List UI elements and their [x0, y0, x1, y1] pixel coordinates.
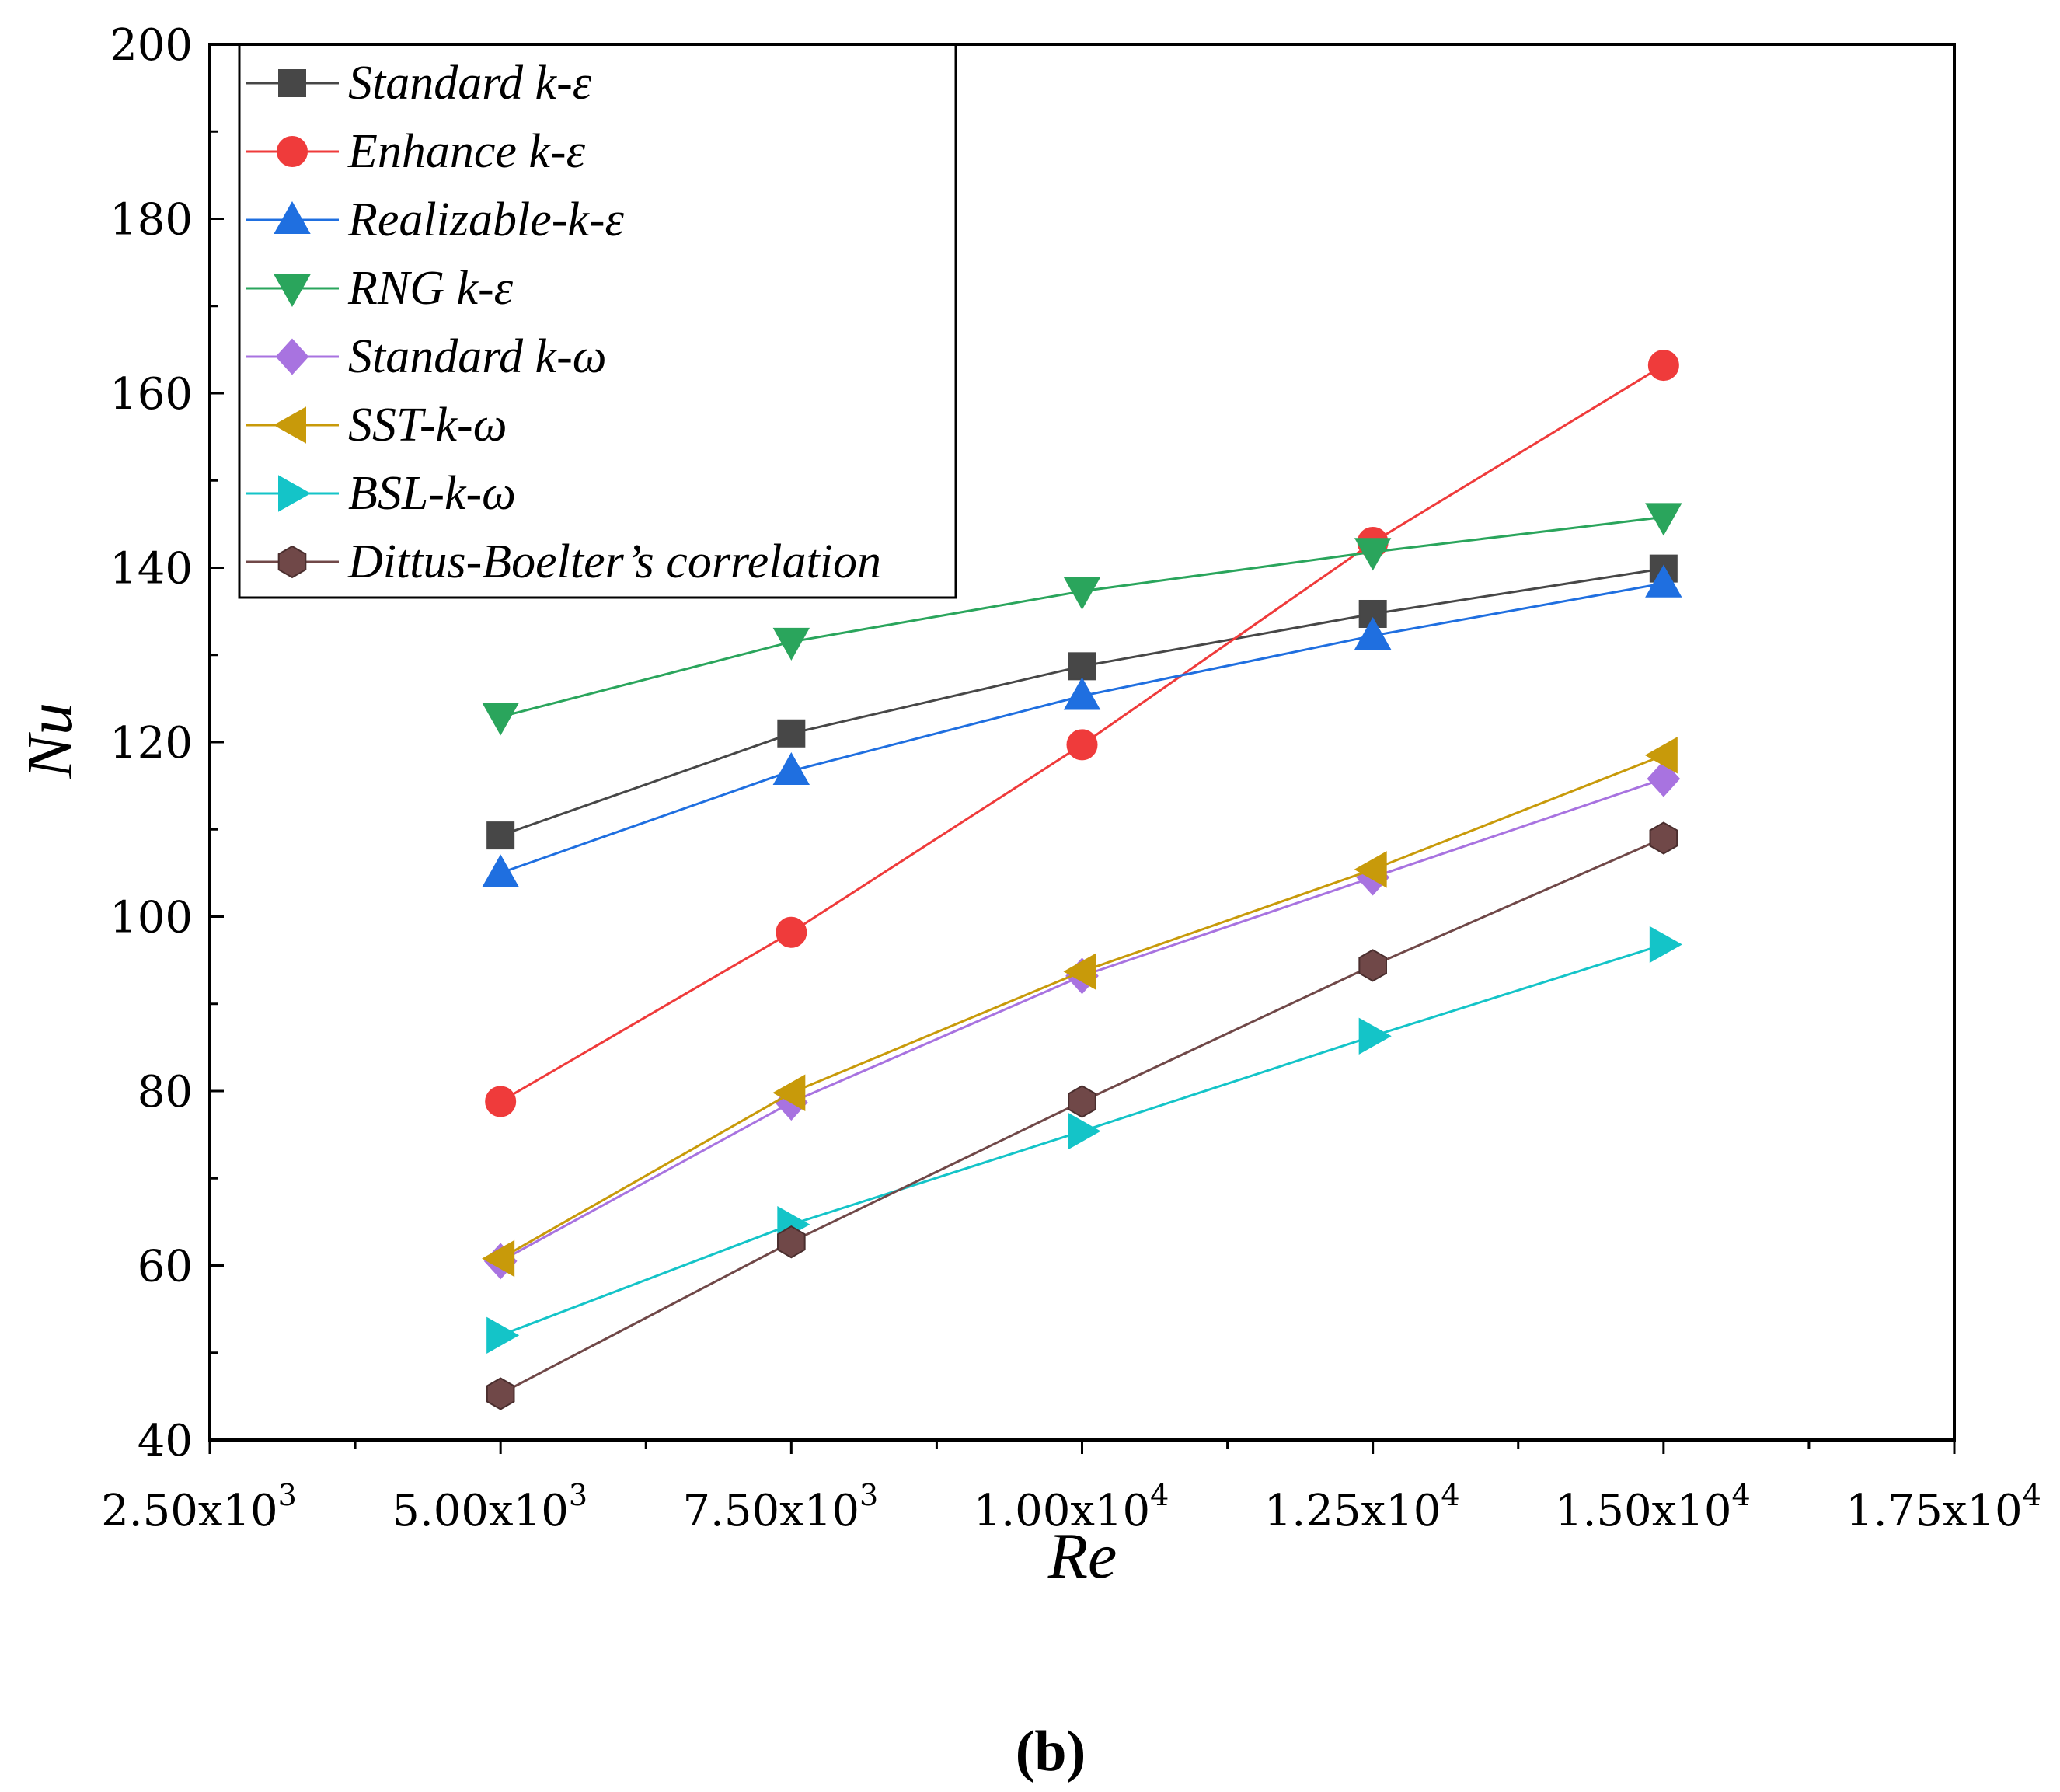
y-tick-label-0: 40 — [138, 1416, 193, 1466]
legend: Standard k-ε Enhance k-ε Realizable-k-ε RNG… — [238, 43, 957, 599]
series-4 — [483, 760, 1681, 1280]
data-point-6-0 — [486, 1316, 520, 1354]
y-tick-label-7: 180 — [110, 195, 193, 246]
data-point-5-4 — [1644, 737, 1678, 774]
data-point-3-4 — [1645, 503, 1682, 536]
legend-label-4: Standard k-ω — [348, 330, 607, 383]
data-point-5-3 — [1354, 851, 1387, 888]
series-2 — [482, 564, 1682, 887]
data-point-4-4 — [1647, 760, 1681, 797]
axes: 2.50x103 5.00x103 7.50x103 1.00x104 1.25x104… — [101, 20, 2041, 1536]
legend-label-7: Dittus-Boelter’s correlation — [347, 535, 881, 588]
legend-item-0: Standard k-ε — [246, 57, 592, 110]
data-point-7-4 — [1649, 821, 1678, 855]
series-layer — [482, 350, 1682, 1410]
legend-item-5: SST-k-ω — [246, 399, 507, 451]
data-point-1-1 — [776, 916, 807, 948]
legend-item-2: Realizable-k-ε — [246, 193, 625, 246]
legend-label-5: SST-k-ω — [348, 399, 507, 451]
data-point-1-4 — [1647, 350, 1679, 382]
y-tick-label-3: 100 — [110, 893, 193, 943]
x-tick-label-2: 7.50x103 — [682, 1478, 878, 1536]
legend-marker-1 — [277, 136, 308, 167]
data-point-5-2 — [1063, 953, 1096, 990]
legend-label-0: Standard k-ε — [348, 57, 592, 110]
x-tick-label-4: 1.25x104 — [1264, 1478, 1460, 1536]
series-line-5 — [500, 754, 1664, 1260]
data-point-3-3 — [1354, 538, 1392, 571]
data-point-5-1 — [772, 1074, 806, 1111]
series-6 — [486, 926, 1682, 1354]
y-tick-label-2: 80 — [138, 1067, 193, 1117]
series-3 — [482, 503, 1682, 736]
data-point-1-0 — [485, 1086, 517, 1117]
legend-item-6: BSL-k-ω — [246, 467, 516, 520]
y-tick-label-8: 200 — [110, 20, 193, 71]
legend-item-1: Enhance k-ε — [246, 125, 586, 178]
legend-marker-3 — [274, 274, 311, 308]
data-point-2-0 — [482, 854, 519, 887]
legend-marker-5 — [273, 406, 306, 444]
legend-item-4: Standard k-ω — [246, 330, 607, 383]
legend-label-1: Enhance k-ε — [347, 125, 586, 178]
series-7 — [486, 821, 1678, 1410]
data-point-2-1 — [772, 752, 810, 786]
legend-marker-2 — [274, 200, 311, 234]
data-point-6-3 — [1358, 1017, 1392, 1055]
legend-marker-4 — [275, 338, 309, 375]
data-point-7-3 — [1358, 949, 1387, 982]
legend-marker-6 — [278, 475, 312, 512]
data-point-2-3 — [1354, 617, 1392, 650]
y-tick-label-5: 140 — [110, 544, 193, 594]
legend-item-7: Dittus-Boelter’s correlation — [246, 535, 881, 588]
x-tick-label-0: 2.50x103 — [101, 1478, 297, 1536]
x-tick-label-1: 5.00x103 — [392, 1478, 587, 1536]
series-line-2 — [500, 582, 1664, 874]
x-tick-label-6: 1.75x104 — [1846, 1478, 2041, 1536]
legend-label-6: BSL-k-ω — [348, 467, 516, 520]
y-axis-title: Nu — [14, 703, 86, 779]
data-point-5-0 — [482, 1239, 515, 1278]
legend-label-2: Realizable-k-ε — [347, 193, 625, 246]
legend-item-3: RNG k-ε — [246, 262, 514, 315]
data-point-3-0 — [482, 703, 519, 736]
series-line-4 — [500, 777, 1664, 1263]
data-point-2-2 — [1063, 677, 1101, 710]
data-point-3-1 — [772, 627, 810, 661]
y-tick-label-6: 160 — [110, 369, 193, 420]
panel-label: (b) — [1016, 1720, 1086, 1783]
data-point-1-2 — [1066, 729, 1098, 761]
legend-marker-7 — [277, 545, 307, 579]
data-point-2-4 — [1645, 564, 1682, 598]
legend-marker-0 — [278, 69, 306, 97]
data-point-7-0 — [486, 1377, 515, 1410]
legend-label-3: RNG k-ε — [347, 262, 514, 315]
data-point-6-4 — [1649, 926, 1682, 964]
series-1 — [485, 350, 1679, 1117]
y-tick-label-1: 60 — [138, 1242, 193, 1292]
data-point-7-1 — [777, 1225, 806, 1259]
data-point-0-1 — [777, 719, 806, 748]
series-5 — [482, 737, 1678, 1278]
x-tick-label-5: 1.50x104 — [1555, 1478, 1751, 1536]
data-point-0-0 — [486, 821, 515, 850]
y-tick-label-4: 120 — [110, 718, 193, 769]
data-point-6-2 — [1068, 1112, 1101, 1150]
legend-box — [238, 43, 957, 599]
x-axis-title: Re — [1047, 1520, 1117, 1592]
data-point-3-2 — [1063, 577, 1101, 610]
x-tick-label-3: 1.00x104 — [974, 1478, 1169, 1536]
data-point-0-2 — [1068, 652, 1096, 681]
data-point-7-2 — [1068, 1085, 1096, 1118]
